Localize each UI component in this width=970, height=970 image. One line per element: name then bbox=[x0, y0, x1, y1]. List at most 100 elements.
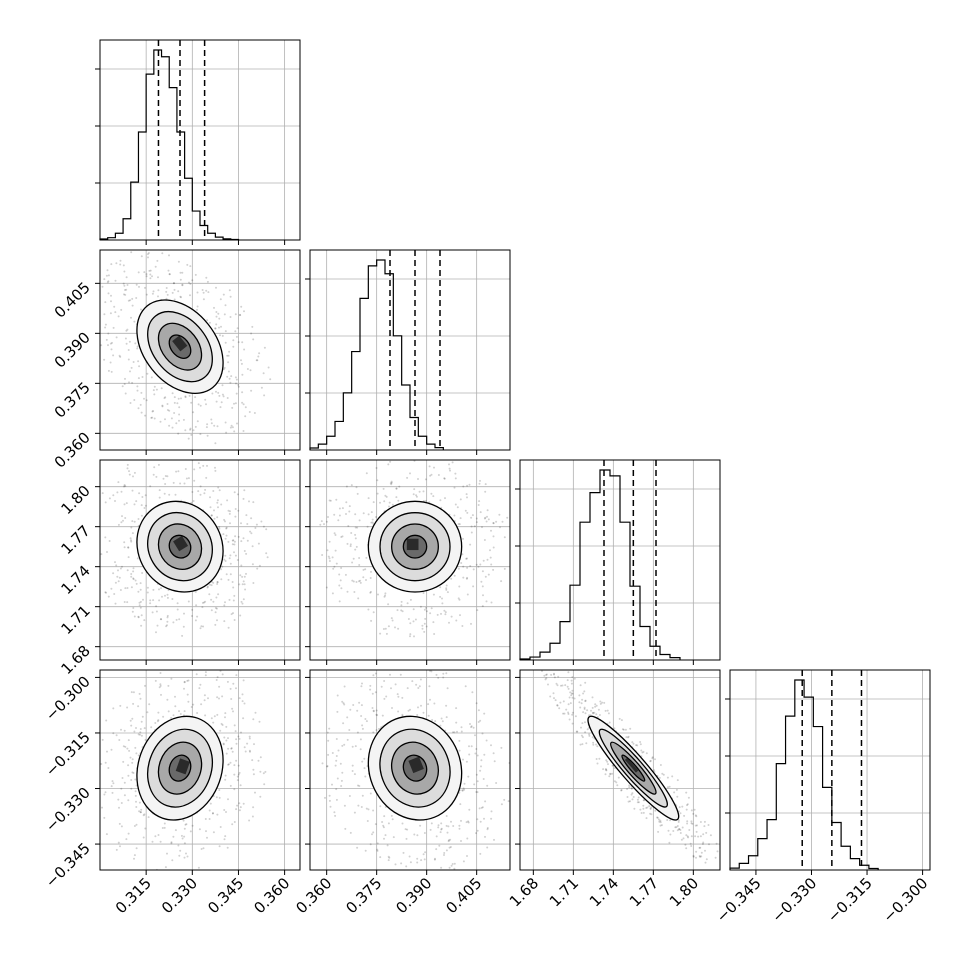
sample-point bbox=[429, 828, 432, 831]
sample-point bbox=[461, 789, 464, 792]
sample-point bbox=[636, 801, 639, 804]
sample-point bbox=[485, 739, 488, 742]
sample-point bbox=[495, 520, 498, 523]
sample-point bbox=[233, 821, 236, 823]
sample-point bbox=[226, 846, 229, 849]
sample-point bbox=[586, 709, 589, 712]
sample-point bbox=[248, 819, 251, 822]
sample-point bbox=[140, 308, 142, 311]
sample-point bbox=[218, 527, 221, 530]
sample-point bbox=[567, 687, 570, 690]
sample-point bbox=[160, 693, 162, 696]
sample-point bbox=[183, 612, 185, 615]
sample-point bbox=[221, 724, 224, 726]
sample-point bbox=[148, 703, 151, 706]
sample-point bbox=[133, 825, 136, 827]
sample-point bbox=[698, 846, 701, 849]
sample-point bbox=[123, 270, 126, 273]
sample-point bbox=[129, 402, 132, 404]
density-content bbox=[520, 666, 720, 870]
sample-point bbox=[436, 613, 439, 616]
sample-point bbox=[419, 605, 422, 608]
sample-point bbox=[651, 757, 654, 760]
sample-point bbox=[584, 712, 587, 715]
sample-point bbox=[218, 789, 221, 791]
sample-point bbox=[97, 346, 99, 348]
sample-point bbox=[441, 720, 444, 723]
sample-point bbox=[650, 813, 653, 816]
sample-point bbox=[251, 545, 254, 548]
sample-point bbox=[115, 564, 118, 567]
sample-point bbox=[125, 288, 128, 291]
sample-point bbox=[123, 293, 125, 296]
sample-point bbox=[553, 673, 555, 676]
sample-point bbox=[681, 826, 684, 829]
sample-point bbox=[507, 800, 510, 803]
sample-point bbox=[685, 834, 688, 837]
sample-point bbox=[203, 601, 206, 604]
sample-point bbox=[699, 846, 702, 849]
sample-point bbox=[466, 496, 468, 499]
sample-point bbox=[351, 745, 354, 748]
contour-line bbox=[136, 715, 224, 821]
sample-point bbox=[188, 281, 190, 284]
sample-point bbox=[176, 602, 179, 605]
sample-point bbox=[171, 392, 174, 395]
sample-point bbox=[231, 581, 234, 583]
sample-point bbox=[183, 827, 186, 830]
sample-point bbox=[242, 802, 245, 805]
sample-point bbox=[560, 684, 562, 687]
sample-point bbox=[370, 511, 373, 514]
sample-point bbox=[122, 264, 125, 267]
sample-point bbox=[127, 299, 130, 302]
sample-point bbox=[458, 827, 461, 830]
sample-point bbox=[242, 537, 245, 540]
sample-point bbox=[381, 714, 384, 717]
sample-point bbox=[462, 758, 464, 761]
sample-point bbox=[123, 794, 126, 797]
sample-point bbox=[397, 695, 400, 698]
sample-point bbox=[632, 796, 635, 798]
contour-line bbox=[367, 500, 463, 593]
sample-point bbox=[480, 580, 483, 583]
sample-point bbox=[130, 724, 133, 727]
sample-point bbox=[152, 410, 155, 412]
sample-point bbox=[132, 361, 135, 363]
sample-point bbox=[465, 557, 468, 560]
sample-point bbox=[326, 765, 329, 768]
sample-point bbox=[157, 295, 159, 298]
sample-point bbox=[449, 469, 451, 472]
sample-point bbox=[116, 491, 119, 494]
sample-point bbox=[714, 856, 717, 859]
sample-point bbox=[149, 269, 152, 272]
sample-point bbox=[320, 520, 323, 523]
sample-point bbox=[251, 815, 254, 818]
sample-point bbox=[201, 606, 204, 609]
sample-point bbox=[632, 742, 635, 745]
sample-point bbox=[351, 764, 354, 767]
sample-point bbox=[404, 828, 407, 831]
sample-point bbox=[579, 684, 582, 687]
sample-point bbox=[395, 487, 398, 490]
sample-point bbox=[189, 294, 191, 297]
sample-point bbox=[107, 595, 110, 598]
sample-point bbox=[112, 326, 115, 329]
sample-point bbox=[159, 618, 162, 621]
y-tick-label: 1.77 bbox=[57, 522, 93, 558]
sample-point bbox=[446, 591, 449, 594]
sample-point bbox=[642, 799, 645, 802]
sample-point bbox=[640, 812, 643, 814]
sample-point bbox=[447, 825, 450, 828]
sample-point bbox=[606, 709, 609, 712]
sample-point bbox=[333, 532, 336, 535]
sample-point bbox=[558, 707, 561, 710]
sample-point bbox=[160, 387, 163, 390]
sample-point bbox=[411, 680, 414, 683]
sample-point bbox=[179, 278, 182, 281]
sample-point bbox=[559, 666, 561, 668]
sample-point bbox=[445, 716, 448, 719]
sample-point bbox=[132, 475, 134, 478]
sample-point bbox=[238, 809, 241, 812]
sample-point bbox=[190, 706, 193, 708]
axes-frame bbox=[519, 459, 721, 661]
